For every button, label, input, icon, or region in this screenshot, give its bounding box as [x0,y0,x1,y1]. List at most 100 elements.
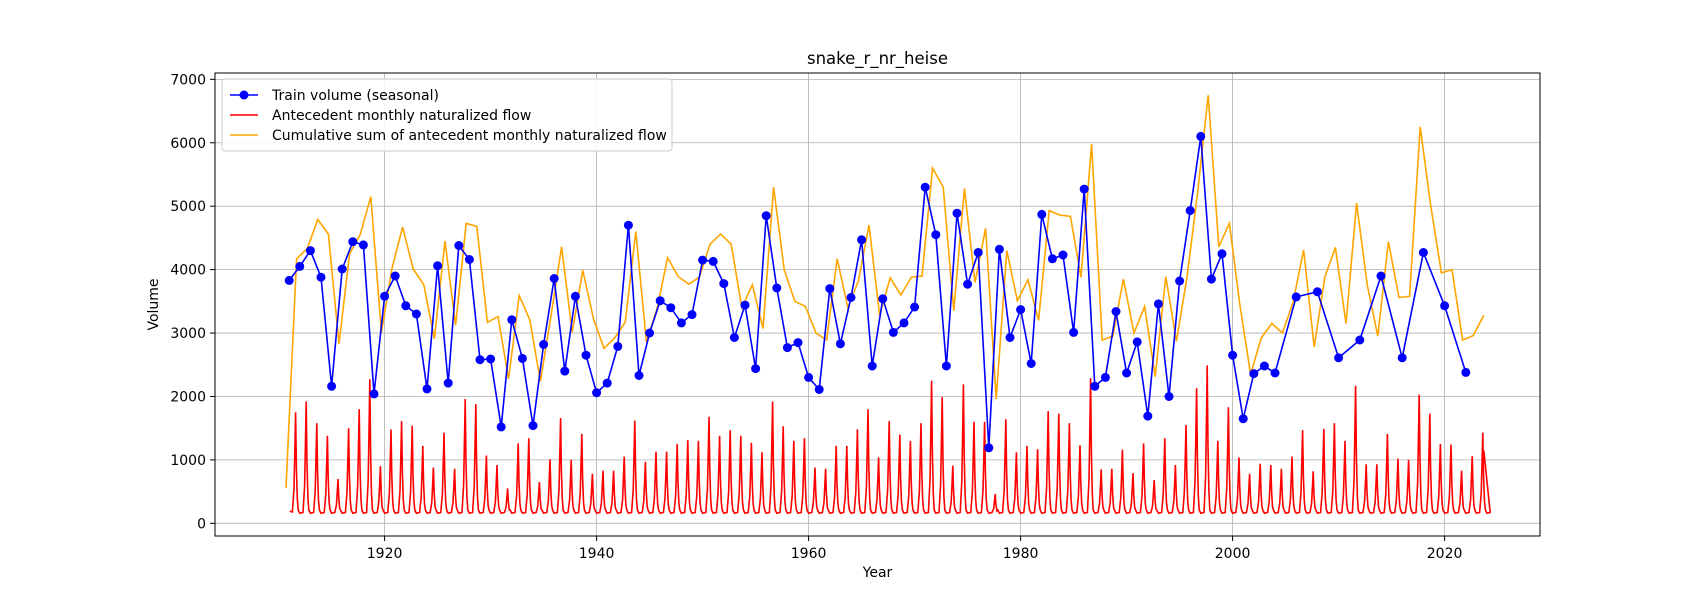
train-volume-point [984,443,994,453]
train-volume-point [910,302,920,312]
train-volume-point [581,350,591,360]
train-volume-point [634,371,644,380]
y-tick-label: 4000 [170,263,206,279]
train-volume-point [655,296,665,306]
train-volume-point [1175,276,1185,286]
train-volume-point [1440,301,1450,311]
train-volume-point [761,211,771,221]
series-antecedent-flow [289,365,1492,515]
train-volume-point [1249,369,1259,379]
train-volume-point [1206,274,1216,284]
train-volume-point [1111,307,1121,316]
x-tick-label: 2020 [1427,546,1463,562]
x-axis-label: Year [862,565,893,581]
train-volume-point [348,237,358,247]
train-volume-point [1270,368,1280,378]
train-volume-point [857,235,867,245]
train-volume-point [443,378,453,388]
axes-frame [214,72,1541,537]
train-volume-point [676,318,686,328]
train-volume-point [539,340,549,349]
train-volume-point [454,241,464,250]
train-volume-point [517,353,527,363]
train-volume-point [613,341,623,351]
train-volume-point [358,240,368,250]
train-volume-point [464,255,474,264]
train-volume-point [867,361,877,371]
train-volume-point [1100,372,1110,382]
train-volume-point [528,421,538,431]
train-volume-point [1312,287,1322,297]
train-volume-point [1005,333,1015,342]
train-volume-point [645,328,655,338]
train-volume-point [899,318,909,328]
x-tick-label: 1980 [1003,546,1039,562]
train-volume-point [687,310,697,320]
train-volume-point [963,279,973,289]
train-volume-point [369,389,379,399]
train-volume-point [1090,381,1100,391]
train-volume-point [1228,350,1238,360]
plot-area [284,95,1492,515]
train-volume-point [549,274,559,283]
train-volume-point [1397,353,1407,363]
train-volume-point [772,283,782,293]
y-tick-label: 6000 [170,136,206,152]
train-volume-point [1461,367,1471,377]
train-volume-point [846,293,856,302]
train-volume-point [1026,359,1036,368]
train-volume-point [1079,184,1089,194]
train-volume-point [1058,250,1068,260]
train-volume-point [1132,337,1142,347]
train-volume-point [952,208,962,218]
train-volume-point [1355,335,1365,345]
train-volume-point [1259,361,1269,371]
train-volume-point [295,261,305,271]
train-volume-point [401,301,411,311]
train-volume-point [751,364,761,374]
train-volume-point [1196,131,1206,141]
x-tick-label: 2000 [1215,546,1251,562]
train-volume-point [422,384,432,394]
x-tick-label: 1920 [367,546,403,562]
x-tick-label: 1960 [791,546,827,562]
train-volume-point [804,372,814,382]
train-volume-point [835,339,845,349]
train-volume-point [666,303,676,313]
train-volume-point [390,271,400,281]
train-volume-point [560,366,570,376]
train-volume-point [327,381,337,391]
train-volume-point [284,275,294,285]
train-volume-point [1143,411,1153,421]
train-volume-point [337,264,347,274]
train-volume-point [1334,353,1344,363]
train-volume-point [698,255,708,265]
train-volume-point [570,291,580,301]
chart-title: snake_r_nr_heise [807,49,948,69]
y-tick-label: 5000 [170,199,206,215]
train-volume-point [719,279,729,289]
train-volume-point [994,244,1004,254]
train-volume-point [1217,249,1227,259]
train-volume-point [931,230,941,240]
train-volume-point [1185,206,1195,216]
legend-entry: Train volume (seasonal) [271,88,439,104]
y-tick-label: 7000 [170,72,206,88]
train-volume-point [825,284,835,294]
train-volume-point [1122,368,1132,378]
train-volume-point [1238,414,1248,424]
train-volume-point [496,422,506,432]
train-volume-point [888,327,898,337]
train-volume-point [1376,271,1386,281]
y-tick-label: 2000 [170,389,206,405]
train-volume-point [602,378,612,388]
train-volume-point [941,361,951,371]
train-volume-point [1037,209,1047,219]
legend: Train volume (seasonal) Antecedent monthl… [221,78,673,152]
train-volume-point [1069,327,1079,337]
train-volume-point [1153,299,1163,309]
y-tick-label: 0 [197,516,206,532]
train-volume-point [708,256,718,266]
y-tick-label: 3000 [170,326,206,342]
